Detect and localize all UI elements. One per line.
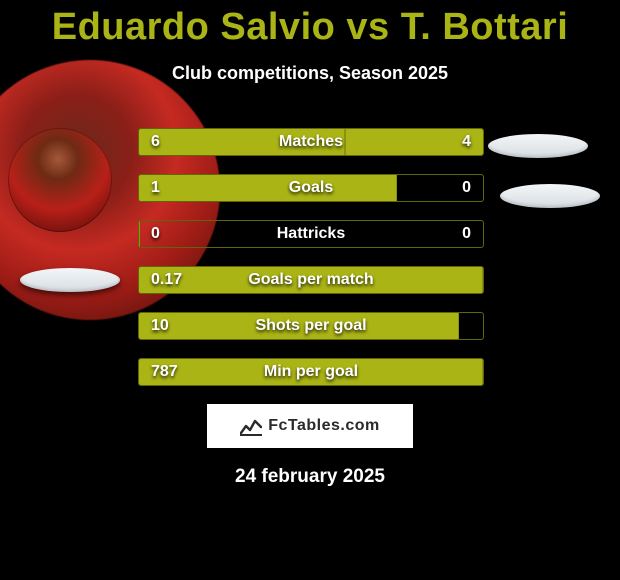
- stat-value-right: 4: [462, 129, 471, 155]
- stat-value-right: 0: [462, 175, 471, 201]
- brand-icon: [240, 416, 262, 436]
- stat-value-right: 0: [462, 221, 471, 247]
- stat-metric-label: Shots per goal: [139, 313, 483, 339]
- stat-metric-label: Matches: [139, 129, 483, 155]
- stat-row: 787Min per goal: [138, 358, 484, 386]
- stat-metric-label: Hattricks: [139, 221, 483, 247]
- player1-flag: [20, 268, 120, 292]
- stat-rows: 6Matches41Goals00Hattricks00.17Goals per…: [138, 128, 484, 386]
- date-label: 24 february 2025: [0, 466, 620, 488]
- stats-block: 6Matches41Goals00Hattricks00.17Goals per…: [0, 128, 620, 386]
- brand-text: FcTables.com: [268, 417, 380, 435]
- stat-row: 10Shots per goal: [138, 312, 484, 340]
- stat-metric-label: Goals per match: [139, 267, 483, 293]
- stat-metric-label: Goals: [139, 175, 483, 201]
- player1-avatar: [8, 128, 112, 232]
- stat-metric-label: Min per goal: [139, 359, 483, 385]
- stat-row: 0.17Goals per match: [138, 266, 484, 294]
- stat-row: 1Goals0: [138, 174, 484, 202]
- subtitle: Club competitions, Season 2025: [0, 63, 620, 84]
- stat-row: 6Matches4: [138, 128, 484, 156]
- page-title: Eduardo Salvio vs T. Bottari: [0, 6, 620, 49]
- stat-row: 0Hattricks0: [138, 220, 484, 248]
- comparison-card: Eduardo Salvio vs T. Bottari Club compet…: [0, 0, 620, 580]
- brand-badge: FcTables.com: [207, 404, 413, 448]
- player2-flag-bottom: [500, 184, 600, 208]
- player2-flag-top: [488, 134, 588, 158]
